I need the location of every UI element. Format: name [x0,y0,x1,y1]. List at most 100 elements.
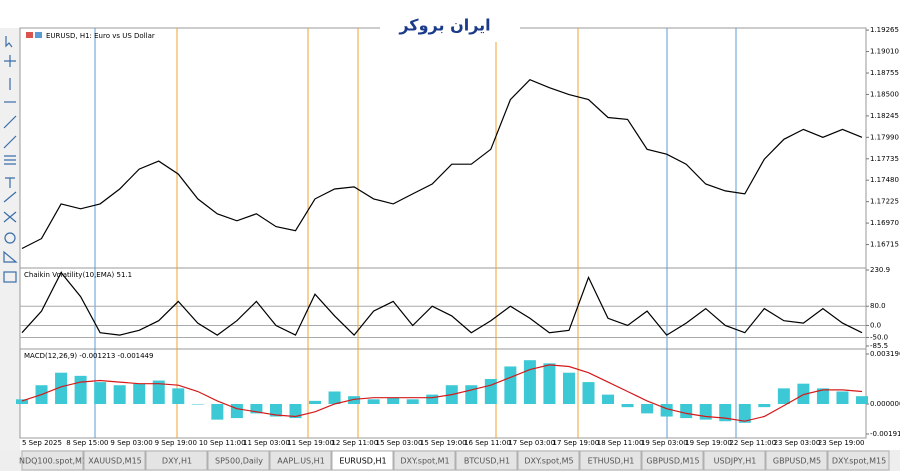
macd-bar [211,404,224,420]
macd-bar [289,404,302,419]
shapes-icon[interactable] [4,232,16,244]
tools-icon[interactable] [3,211,17,223]
symbol-icon [35,32,42,38]
macd-bar [55,372,68,405]
panel-title: MACD(12,26,9) -0.001213 -0.001449 [24,352,153,360]
signal-line [21,364,863,422]
y-tick-label: 1.16715 [870,241,899,249]
time-label: 17 Sep 19:00 [553,439,600,447]
more-icon[interactable] [3,271,17,283]
tab[interactable] [207,450,270,471]
y-tick-label: 1.18500 [870,90,899,98]
time-label: 15 Sep 03:00 [376,439,423,447]
tab[interactable] [269,450,332,471]
tab[interactable] [393,450,456,471]
y-tick-label: 0.003196 [870,350,900,358]
macd-bar [387,397,400,405]
tab-label[interactable]: GBPUSD,M15 [646,457,699,466]
text-icon[interactable] [5,177,15,188]
macd-bar [777,388,790,405]
macd-bar [309,400,322,405]
crosshair-icon[interactable] [4,55,16,67]
tab-label[interactable]: USDJPY,H1 [714,457,757,466]
tab[interactable] [579,450,642,471]
y-tick-label: 80.0 [870,302,886,310]
time-label: 23 Sep 19:00 [818,439,865,447]
time-label: 8 Sep 15:00 [66,439,108,447]
time-label: 18 Sep 11:00 [597,439,644,447]
macd-bar [621,404,634,408]
macd-bar [426,394,439,405]
logo: ایران بروکر [398,16,490,35]
toolbar-icons [3,36,18,283]
y-tick-label: -50.0 [870,333,888,341]
fibo-icon[interactable] [4,155,16,165]
tab-label[interactable]: DXY,H1 [162,457,192,466]
y-tick-label: 1.17990 [870,133,899,141]
macd-bar [230,404,243,419]
y-tick-label: 0.0 [870,321,881,329]
tab[interactable] [641,450,704,471]
tab[interactable] [455,450,518,471]
macd-bar [172,388,185,405]
macd-bar [94,382,107,405]
chaikin-line [21,271,863,336]
macd-bar [523,360,536,405]
time-label: 22 Sep 11:00 [729,439,776,447]
tab[interactable] [703,450,766,471]
tab-label[interactable]: NDQ100.spot,M1 [19,457,87,466]
macd-bar [543,363,556,405]
tab-label[interactable]: AAPL.US,H1 [277,457,325,466]
tab-label[interactable]: BTCUSD,H1 [464,457,510,466]
time-label: 19 Sep 19:00 [685,439,732,447]
y-tick-label: 1.18755 [870,69,899,77]
tab-label[interactable]: SP500,Daily [215,457,263,466]
time-label: 16 Sep 11:00 [464,439,511,447]
tab[interactable] [827,450,890,471]
tab-label[interactable]: EURUSD,H1 [339,457,386,466]
macd-bar [152,380,165,405]
time-label: 15 Sep 19:00 [420,439,467,447]
macd-bar [582,382,595,405]
macd-bar [367,399,380,405]
trendline-icon[interactable] [3,115,17,129]
tab-label[interactable]: GBPUSD,M5 [773,457,821,466]
time-label: 10 Sep 11:00 [199,439,246,447]
macd-bar [250,404,263,414]
panel-title: Chaikin Volatility(10,EMA) 51.1 [24,271,132,279]
macd-bar [602,394,615,405]
macd-bar [856,396,868,405]
arrow-icon[interactable] [3,250,18,263]
logo-box [380,8,520,42]
chart-title: EURUSD, H1: Euro vs US Dollar [46,32,155,40]
time-label: 11 Sep 03:00 [243,439,290,447]
tab[interactable] [21,450,84,471]
macd-bar [758,404,771,408]
macd-bar [113,385,126,405]
price-line [21,78,863,250]
tab-label[interactable]: DXY.spot,M15 [832,457,886,466]
tab-label[interactable]: DXY.spot,M5 [524,457,573,466]
cursor-icon[interactable] [5,36,13,48]
tab[interactable] [517,450,580,471]
y-tick-label: 1.17225 [870,198,899,206]
tab-label[interactable]: XAUUSD,M15 [88,457,142,466]
y-tick-label: 1.17480 [870,176,899,184]
tab[interactable] [331,450,394,471]
time-label: 9 Sep 19:00 [155,439,197,447]
y-tick-label: 1.16970 [870,219,899,227]
tab[interactable] [145,450,208,471]
tab-label[interactable]: DXY.spot,M1 [400,457,449,466]
time-label: 19 Sep 03:00 [641,439,688,447]
time-label: 23 Sep 03:00 [774,439,821,447]
y-tick-label: 1.19265 [870,26,899,34]
macd-bar [133,383,146,405]
tab[interactable] [765,450,828,471]
macd-bar [74,375,87,405]
pitchfork-icon[interactable] [3,191,17,203]
y-tick-label: 1.18245 [870,112,899,120]
y-tick-label: 1.17735 [870,155,899,163]
channel-icon[interactable] [3,135,17,149]
tab-label[interactable]: ETHUSD,H1 [588,457,635,466]
tab[interactable] [83,450,146,471]
